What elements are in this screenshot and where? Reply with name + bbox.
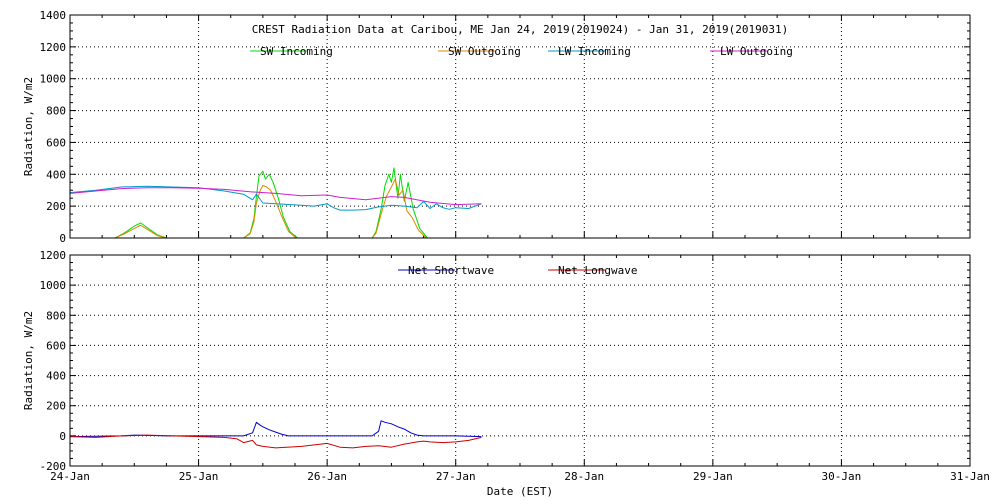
series-line-net-shortwave: [69, 420, 482, 438]
x-tick-label: 24-Jan: [50, 470, 90, 483]
y-tick-label: 200: [46, 400, 66, 413]
x-axis-label: Date (EST): [487, 485, 553, 498]
series-line-lw-outgoing: [69, 187, 482, 206]
x-tick-label: 31-Jan: [950, 470, 990, 483]
plot-frame: [69, 14, 971, 239]
x-tick-label: 30-Jan: [822, 470, 862, 483]
bottom-panel: -200 0 200 400 600 800 1000 1200 Net Shortwave Ne…: [22, 249, 990, 498]
plot-frame: [69, 254, 971, 467]
y-tick-label: 600: [46, 339, 66, 352]
legend-label: SW Incoming: [260, 45, 333, 58]
legend-label: LW Outgoing: [720, 45, 793, 58]
series-line-sw-outgoing: [70, 178, 427, 239]
y-tick-label: 0: [59, 430, 66, 443]
x-tick-label: 27-Jan: [436, 470, 476, 483]
legend-label: LW Incoming: [558, 45, 631, 58]
y-tick-label: 1000: [40, 73, 67, 86]
y-axis-label: Radiation, W/m2: [22, 77, 35, 176]
y-tick-label: 1400: [40, 9, 67, 22]
series-line-net-longwave: [69, 434, 482, 449]
y-tick-label: 1000: [40, 279, 67, 292]
y-tick-label: 800: [46, 309, 66, 322]
y-tick-label: 1200: [40, 249, 67, 262]
x-tick-label: 29-Jan: [693, 470, 733, 483]
y-tick-label: 800: [46, 105, 66, 118]
y-tick-label: -200: [40, 460, 67, 473]
chart-title: CREST Radiation Data at Caribou, ME Jan …: [252, 23, 788, 36]
y-tick-label: 400: [46, 168, 66, 181]
y-axis-label: Radiation, W/m2: [22, 311, 35, 410]
top-panel: 0 200 400 600 800 1000 1200 1400 SW Incoming SW O…: [22, 9, 971, 245]
legend-label: SW Outgoing: [448, 45, 521, 58]
legend-label: Net Shortwave: [408, 264, 494, 277]
y-tick-label: 0: [59, 232, 66, 245]
x-tick-label: 25-Jan: [179, 470, 219, 483]
y-tick-label: 200: [46, 200, 66, 213]
x-tick-label: 26-Jan: [307, 470, 347, 483]
series-line-sw-incoming: [70, 167, 428, 239]
legend-label: Net Longwave: [558, 264, 637, 277]
y-tick-label: 400: [46, 370, 66, 383]
y-tick-label: 1200: [40, 41, 67, 54]
x-tick-label: 28-Jan: [564, 470, 604, 483]
y-tick-label: 600: [46, 136, 66, 149]
